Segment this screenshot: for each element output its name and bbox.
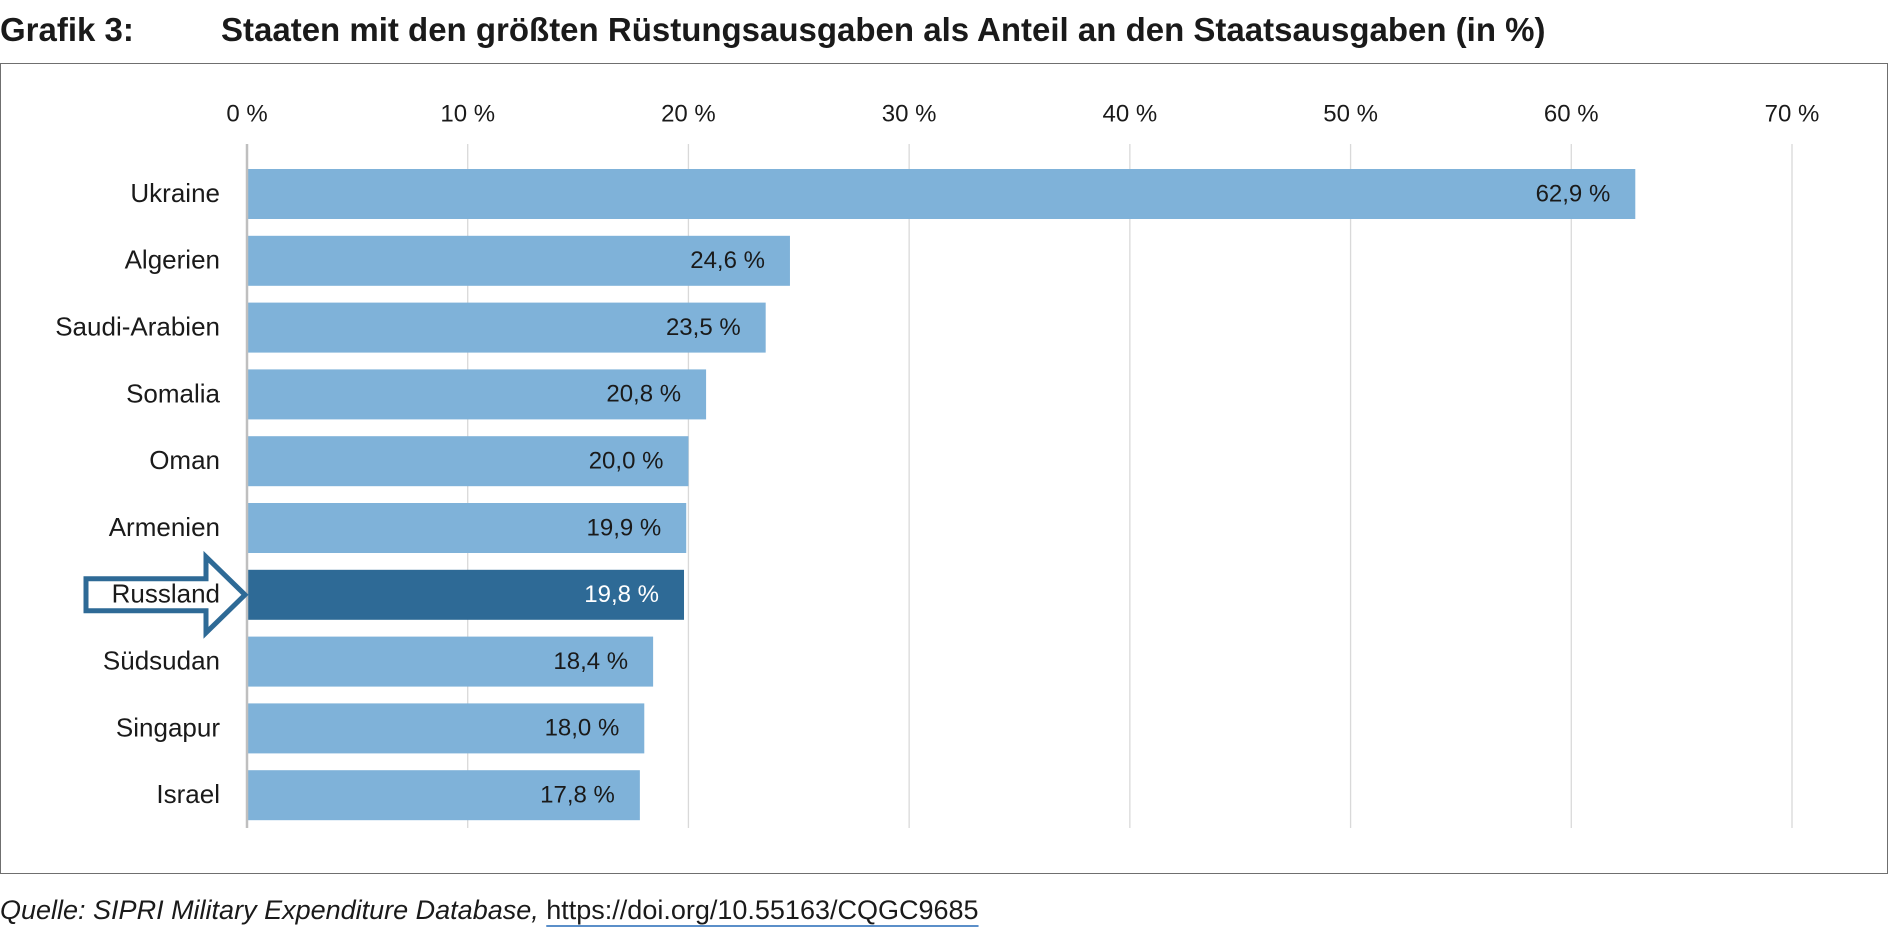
- category-label: Saudi-Arabien: [55, 311, 220, 341]
- category-label: Singapur: [116, 712, 220, 742]
- x-tick-label: 50 %: [1323, 100, 1378, 127]
- bar-saudi-arabien: [247, 302, 766, 353]
- x-tick-label: 40 %: [1103, 100, 1158, 127]
- category-label: Israel: [156, 779, 220, 809]
- data-label: 18,0 %: [545, 715, 620, 742]
- bar-ukraine: [247, 169, 1636, 219]
- data-label: 20,0 %: [589, 448, 664, 475]
- category-label: Oman: [149, 445, 220, 475]
- bar-südsudan: [247, 636, 654, 687]
- bar-singapur: [247, 703, 645, 754]
- category-label: Ukraine: [130, 178, 220, 208]
- x-tick-label: 70 %: [1765, 100, 1820, 127]
- data-label: 17,8 %: [540, 782, 615, 809]
- category-label: Armenien: [109, 512, 220, 542]
- bar-israel: [247, 770, 640, 821]
- bar-armenien: [247, 503, 687, 553]
- chart-title: Staaten mit den größten Rüstungsausgaben…: [221, 11, 1546, 48]
- data-label: 18,4 %: [553, 648, 628, 675]
- data-label: 24,6 %: [690, 247, 765, 274]
- x-tick-label: 30 %: [882, 100, 937, 127]
- bar-oman: [247, 436, 689, 487]
- source-link[interactable]: https://doi.org/10.55163/CQGC9685: [546, 895, 979, 925]
- data-label: 23,5 %: [666, 314, 741, 341]
- x-tick-label: 0 %: [226, 100, 267, 127]
- category-label: Algerien: [125, 245, 220, 275]
- bar-chart: 0 % 10 % 20 % 30 % 40 % 50 % 60 % 70 % Ukraine 62…: [55, 100, 1820, 828]
- highlight-arrow-icon: [83, 550, 249, 639]
- chart-title-row: Grafik 3: Staaten mit den größten Rüstun…: [0, 8, 1890, 52]
- bar-algerien: [247, 235, 790, 286]
- bar-russland: [247, 569, 685, 620]
- data-label: 62,9 %: [1536, 180, 1611, 207]
- category-label: Russland: [112, 579, 220, 609]
- data-label: 19,9 %: [587, 514, 662, 541]
- x-tick-label: 60 %: [1544, 100, 1599, 127]
- x-tick-label: 20 %: [661, 100, 716, 127]
- figure-number: Grafik 3:: [0, 11, 134, 48]
- chart-frame: 0 % 10 % 20 % 30 % 40 % 50 % 60 % 70 % Ukraine 62…: [0, 63, 1888, 874]
- data-label: 19,8 %: [584, 581, 659, 608]
- source-note: Quelle: SIPRI Military Expenditure Datab…: [0, 890, 979, 930]
- data-label: 20,8 %: [606, 381, 681, 408]
- source-label: Quelle: SIPRI Military Expenditure Datab…: [0, 895, 539, 925]
- bar-somalia: [247, 369, 707, 420]
- x-tick-label: 10 %: [440, 100, 495, 127]
- category-label: Südsudan: [103, 645, 220, 675]
- category-label: Somalia: [126, 378, 220, 408]
